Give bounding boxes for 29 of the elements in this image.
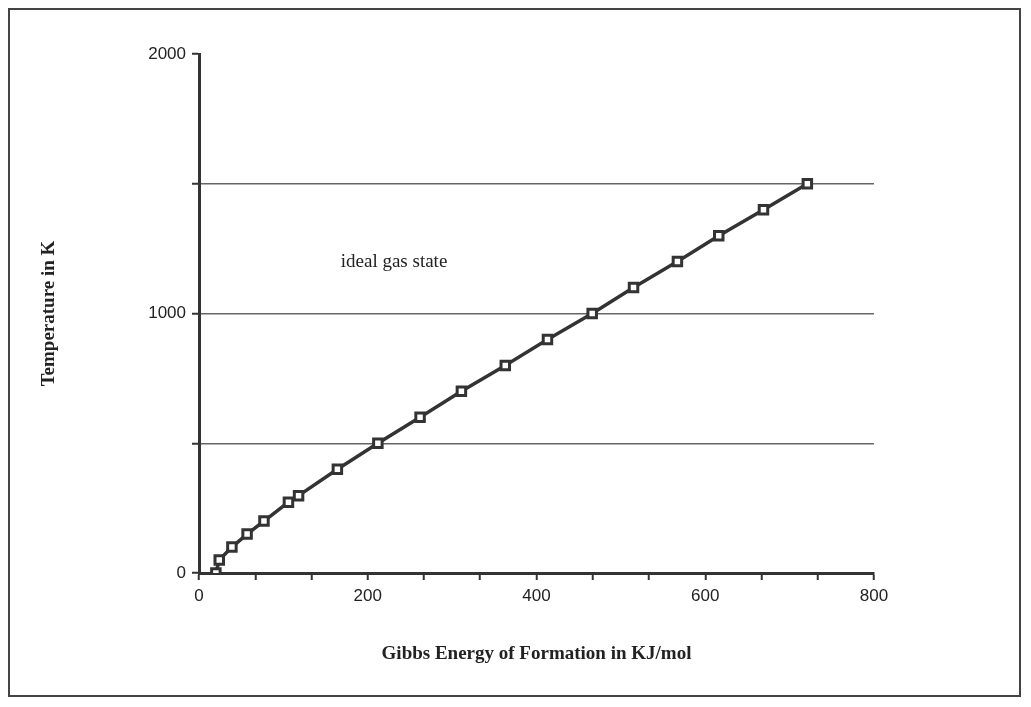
point	[713, 229, 725, 242]
x-tick-label: 0	[194, 585, 204, 605]
point	[414, 411, 426, 424]
y-axis-title: Temperature in K	[37, 240, 59, 387]
y-tick-label: 0	[176, 562, 186, 582]
point	[586, 307, 598, 320]
y-tick-label: 1000	[148, 303, 186, 323]
point	[757, 203, 770, 216]
point	[241, 528, 253, 540]
y-tick-label: 2000	[148, 43, 186, 63]
point	[226, 541, 238, 553]
point	[258, 515, 270, 527]
x-tick-label: 200	[353, 585, 382, 605]
x-tick-label: 800	[859, 585, 889, 605]
x-tick-label: 600	[691, 585, 720, 605]
point	[801, 178, 814, 190]
point	[292, 489, 305, 502]
point	[282, 496, 295, 508]
point	[671, 255, 684, 268]
point	[541, 333, 554, 346]
annotation: ideal gas state	[340, 249, 448, 271]
point	[455, 385, 468, 398]
point	[627, 281, 640, 294]
point	[499, 359, 512, 372]
x-axis-title: Gibbs Energy of Formation in KJ/mol	[381, 641, 692, 663]
point	[331, 463, 344, 475]
point	[213, 554, 225, 566]
x-tick-label: 400	[522, 585, 551, 605]
point	[372, 437, 384, 449]
